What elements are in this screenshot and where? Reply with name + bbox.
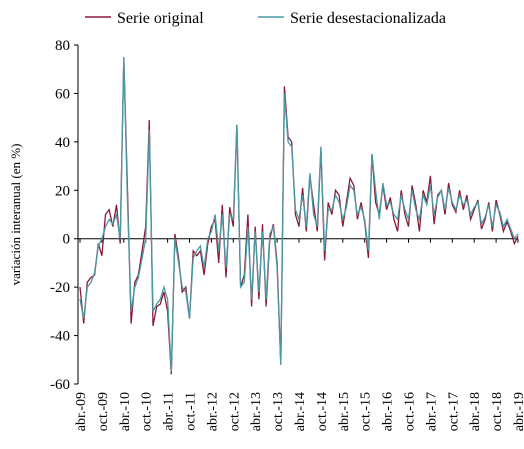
x-tick-label: oct.-10: [140, 392, 155, 431]
series-line: [79, 57, 519, 372]
x-tick-label: abr.-12: [205, 392, 220, 431]
x-tick-label: abr.-11: [162, 392, 177, 431]
x-tick-label: abr.-18: [468, 392, 483, 431]
x-tick-label: oct.-12: [227, 392, 242, 431]
x-tick-label: oct.-09: [96, 392, 111, 431]
x-tick-label: abr.-17: [424, 392, 439, 431]
legend-label: Serie original: [117, 10, 204, 27]
legend-label: Serie desestacionalizada: [290, 10, 446, 27]
x-tick-label: abr.-19: [512, 392, 524, 431]
y-tick-label: -60: [50, 377, 70, 393]
x-tick-label: oct.-16: [403, 392, 418, 431]
x-tick-label: abr.-16: [381, 392, 396, 431]
y-tick-label: -40: [50, 329, 70, 345]
y-tick-label: -20: [50, 280, 70, 296]
y-tick-label: 20: [55, 183, 70, 199]
x-tick-label: abr.-14: [293, 392, 308, 431]
x-tick-label: oct.-15: [359, 392, 374, 431]
x-tick-label: oct.-13: [271, 392, 286, 431]
y-tick-label: 80: [55, 38, 70, 54]
x-tick-label: oct.-18: [490, 392, 505, 431]
y-tick-label: 40: [55, 135, 70, 151]
y-tick-label: 60: [55, 86, 70, 102]
y-axis-label: variación interanual (en %): [8, 144, 23, 286]
x-tick-label: oct.-17: [446, 392, 461, 431]
x-tick-label: abr.-09: [74, 392, 89, 431]
x-tick-label: oct.-11: [184, 392, 199, 431]
x-tick-label: oct.-14: [315, 392, 330, 431]
y-tick-label: 0: [63, 232, 71, 248]
x-tick-label: abr.-15: [337, 392, 352, 431]
x-tick-label: abr.-10: [118, 392, 133, 431]
x-tick-label: abr.-13: [249, 392, 264, 431]
series-line: [79, 57, 519, 375]
